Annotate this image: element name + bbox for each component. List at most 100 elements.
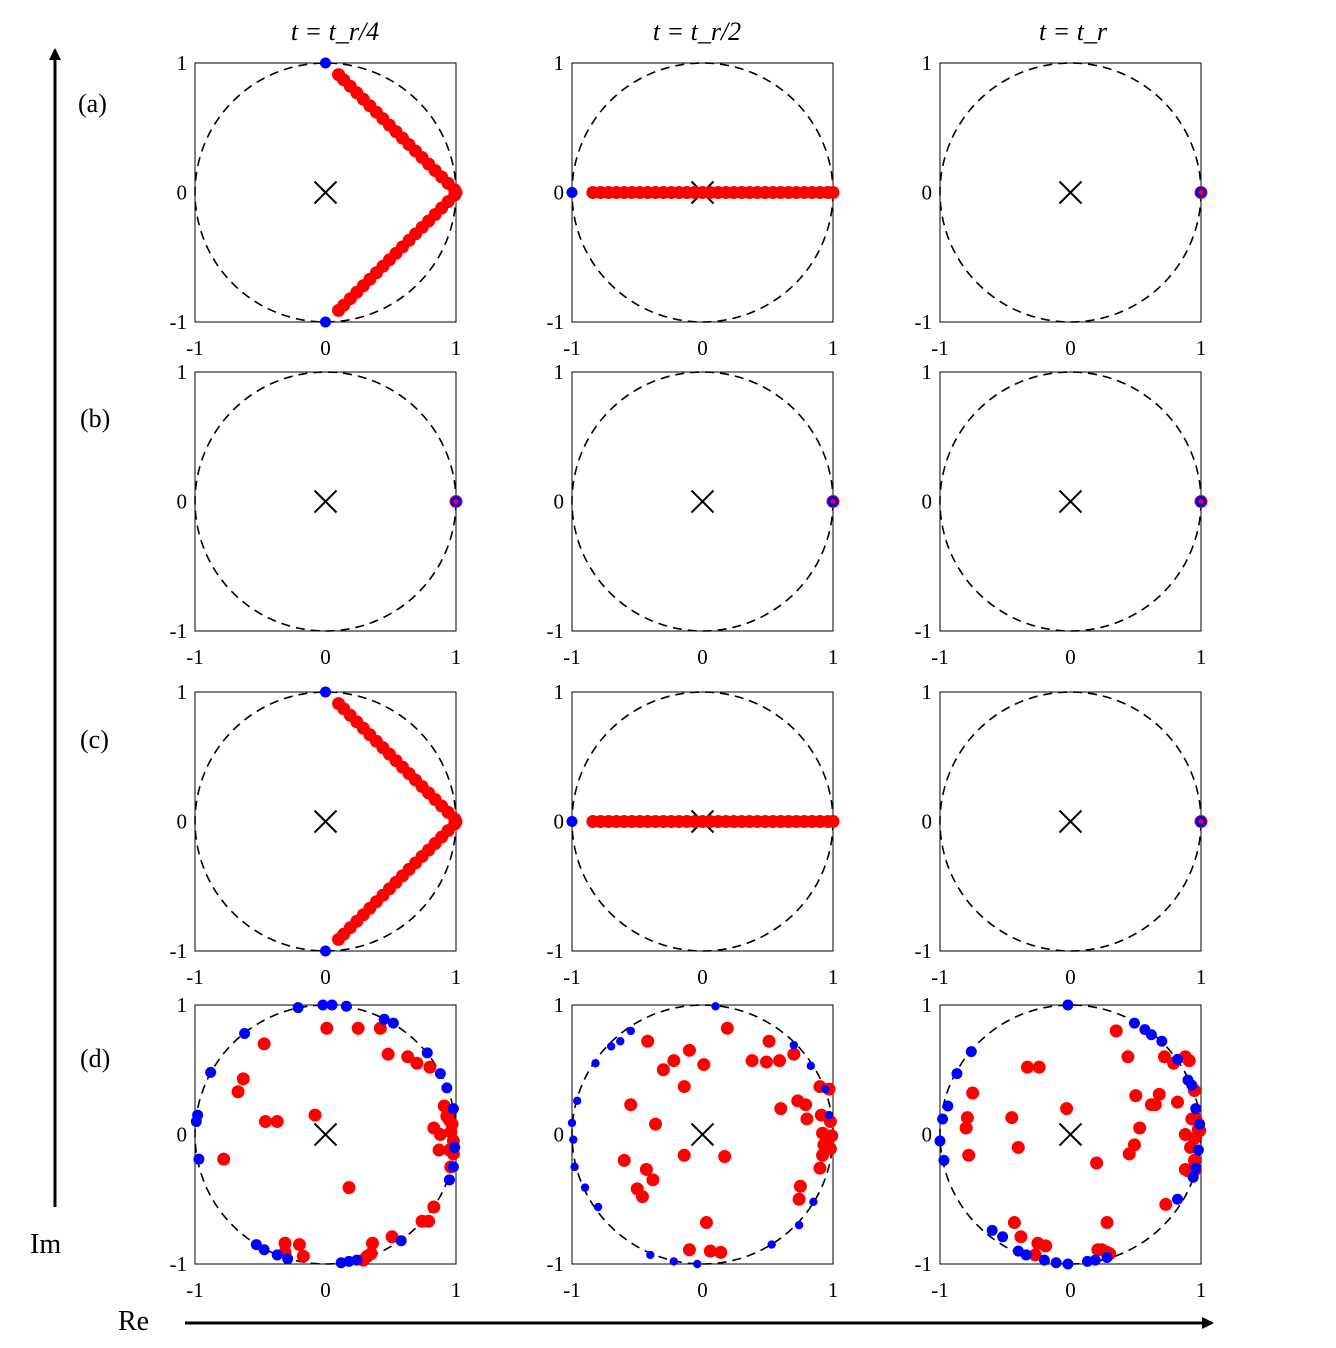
y-tick-label: 1: [177, 51, 188, 75]
blue-point: [1186, 1079, 1198, 1091]
y-tick-label: 0: [554, 181, 565, 205]
panel-grid: 10-1-1 0 110-1-1 0 110-1-1 0 110-1-1 0 110-1-1 0 1…: [170, 51, 1208, 1302]
blue-point: [395, 1235, 407, 1247]
x-tick-label: 0: [320, 336, 331, 360]
red-point: [1032, 1060, 1046, 1074]
blue-point: [387, 1017, 399, 1029]
column-title-2: t = t_r/2: [653, 17, 741, 46]
blue-point: [573, 1096, 582, 1106]
blue-point: [942, 1100, 954, 1112]
blue-point: [937, 1113, 949, 1125]
red-point: [332, 303, 346, 317]
y-tick-label: -1: [170, 1252, 188, 1276]
red-point: [1014, 1230, 1028, 1244]
blue-point: [1128, 1017, 1140, 1029]
row-label-a: (a): [78, 89, 107, 118]
red-point: [401, 1050, 415, 1064]
blue-point: [934, 1135, 946, 1147]
blue-point: [693, 1259, 702, 1269]
red-point: [351, 1021, 365, 1035]
blue-point: [326, 999, 338, 1011]
y-tick-label: -1: [915, 619, 933, 643]
blue-point: [320, 945, 331, 957]
blue-point: [809, 1197, 818, 1207]
blue-point: [443, 1174, 455, 1186]
x-tick-label: -1: [563, 645, 581, 669]
y-tick-label: 0: [177, 1123, 188, 1147]
red-point: [270, 1115, 284, 1129]
red-point: [682, 1043, 696, 1057]
x-tick-label: 1: [1196, 336, 1207, 360]
red-point: [697, 1058, 711, 1072]
x-tick-label: 0: [320, 1278, 331, 1302]
blue-point: [767, 1240, 776, 1249]
red-point: [1121, 1050, 1135, 1064]
blue-point: [351, 1254, 363, 1266]
panel-d-2: 1 0 -1-1 0 1: [547, 993, 839, 1302]
blue-point: [566, 816, 578, 827]
panel-b-2: 1 0 -1-1 0 1: [547, 360, 840, 669]
center-x-marker: [313, 809, 338, 834]
blue-point: [1172, 1053, 1184, 1065]
y-tick-label: 1: [554, 360, 565, 384]
red-point: [703, 1244, 717, 1258]
y-tick-label: -1: [915, 939, 933, 963]
blue-point: [646, 1250, 655, 1260]
panel-d-3: 1 0 -1-1 0 1: [915, 993, 1207, 1302]
y-tick-label: -1: [170, 619, 188, 643]
blue-point: [434, 1068, 446, 1080]
blue-point: [789, 1040, 799, 1050]
x-tick-label: -1: [931, 645, 949, 669]
blue-point: [447, 1103, 459, 1115]
im-axis-label: Im: [30, 1229, 61, 1260]
blue-point: [711, 1002, 720, 1011]
x-tick-label: 1: [451, 965, 462, 989]
blue-point: [580, 1183, 590, 1192]
red-point: [1129, 1089, 1143, 1103]
red-point: [772, 1054, 786, 1068]
blue-point: [421, 1047, 433, 1059]
blue-point: [794, 1220, 804, 1230]
blue-point: [986, 1224, 998, 1236]
center-x-marker: [313, 180, 338, 205]
red-point: [720, 1021, 734, 1035]
blue-point: [567, 1118, 577, 1128]
x-tick-label: 1: [1196, 1278, 1207, 1302]
x-tick-label: 0: [1065, 645, 1076, 669]
y-tick-label: 1: [177, 993, 188, 1017]
blue-point: [449, 1141, 461, 1153]
y-tick-label: 0: [922, 490, 933, 514]
row-label-d: (d): [80, 1044, 110, 1073]
red-point: [774, 1102, 788, 1116]
x-tick-label: 1: [451, 645, 462, 669]
blue-point: [616, 1037, 625, 1046]
blue-point: [593, 1202, 603, 1212]
y-tick-label: 0: [554, 490, 565, 514]
x-tick-label: 0: [1065, 336, 1076, 360]
red-point: [667, 1054, 681, 1068]
red-point: [714, 1245, 728, 1259]
blue-point: [292, 1002, 304, 1014]
blue-point: [193, 1153, 205, 1165]
x-tick-label: -1: [563, 1278, 581, 1302]
red-point: [296, 1249, 310, 1263]
blue-point: [965, 1046, 977, 1058]
x-tick-label: -1: [186, 336, 204, 360]
x-tick-label: 0: [320, 965, 331, 989]
blue-point: [569, 1135, 578, 1144]
x-tick-label: -1: [186, 645, 204, 669]
red-point: [792, 1192, 806, 1206]
red-point: [1198, 499, 1204, 504]
red-point: [960, 1111, 974, 1125]
blue-point: [1062, 1258, 1074, 1270]
x-tick-label: 1: [1196, 645, 1207, 669]
red-point: [1020, 1060, 1034, 1074]
red-point: [437, 1099, 451, 1113]
blue-point: [258, 1244, 270, 1256]
row-label-c: (c): [80, 725, 109, 754]
y-tick-label: -1: [547, 939, 565, 963]
blue-point: [951, 1068, 963, 1080]
panel-c-1: 1 0 -1-1 0 1: [170, 680, 463, 989]
red-point: [423, 1060, 437, 1074]
